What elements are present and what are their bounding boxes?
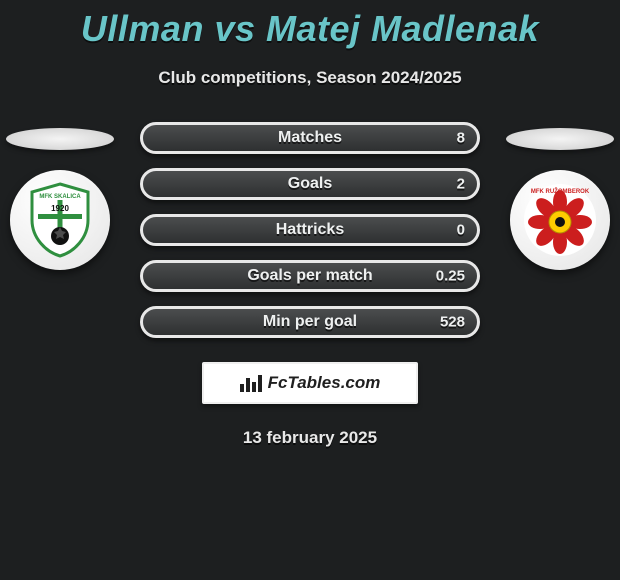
stat-right-value: 8 [457,130,465,147]
stat-label: Goals [288,175,332,193]
stat-row-matches: Matches 8 [140,122,480,154]
svg-text:MFK SKALICA: MFK SKALICA [39,194,81,200]
club-badge-left: MFK SKALICA 1920 [10,170,110,270]
rosette-icon: MFK RUŽOMBEROK [520,180,600,260]
svg-text:1920: 1920 [51,204,69,213]
stat-row-goals-per-match: Goals per match 0.25 [140,260,480,292]
player-photo-placeholder-right [506,128,614,150]
stat-right-value: 0 [457,222,465,239]
stat-right-value: 2 [457,176,465,193]
page-subtitle: Club competitions, Season 2024/2025 [0,68,620,88]
stats-panel: Matches 8 Goals 2 Hattricks 0 Goals per … [140,122,480,448]
player-left-slot: MFK SKALICA 1920 [4,128,116,270]
stat-label: Min per goal [263,313,357,331]
brand-text: FcTables.com [268,373,381,393]
player-right-slot: MFK RUŽOMBEROK [504,128,616,270]
stat-label: Matches [278,129,342,147]
stat-label: Hattricks [276,221,344,239]
brand-box: FcTables.com [202,362,418,404]
stat-right-value: 528 [440,314,465,331]
stat-row-min-per-goal: Min per goal 528 [140,306,480,338]
player-photo-placeholder-left [6,128,114,150]
stat-row-goals: Goals 2 [140,168,480,200]
stat-label: Goals per match [247,267,372,285]
shield-icon: MFK SKALICA 1920 [20,180,100,260]
bar-chart-icon [240,375,262,392]
club-badge-right: MFK RUŽOMBEROK [510,170,610,270]
date-text: 13 february 2025 [140,428,480,448]
page-title: Ullman vs Matej Madlenak [0,0,620,50]
stat-row-hattricks: Hattricks 0 [140,214,480,246]
stat-right-value: 0.25 [436,268,465,285]
